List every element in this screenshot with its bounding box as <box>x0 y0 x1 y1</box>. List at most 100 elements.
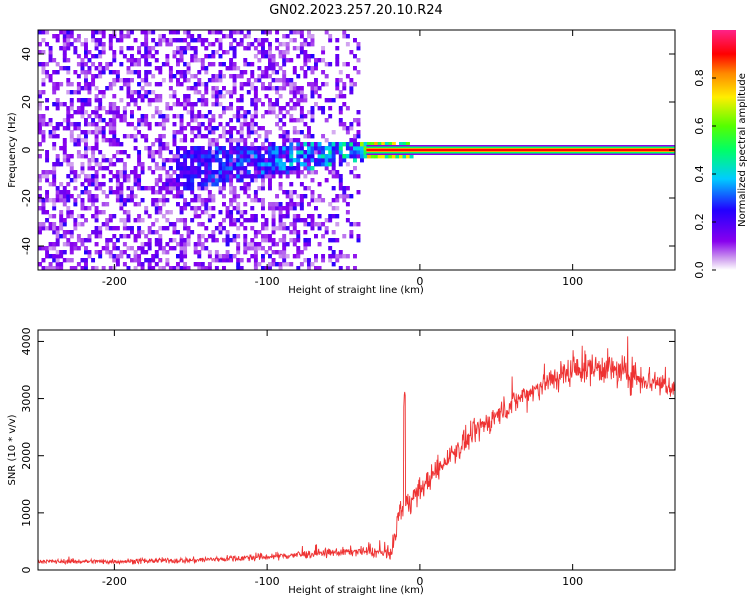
spectrogram-cell <box>246 246 251 251</box>
spectrogram-cell <box>48 134 53 139</box>
spectrogram-cell <box>296 130 301 135</box>
spectrogram-cell <box>76 54 81 59</box>
spectrogram-cell <box>222 238 226 243</box>
spectrogram-cell <box>41 174 46 179</box>
spectrogram-cell <box>130 122 134 127</box>
spectrogram-cell <box>165 258 170 263</box>
spectrogram-cell <box>214 74 219 79</box>
spectrogram-cell <box>292 170 297 175</box>
spectrogram-cell <box>101 42 106 47</box>
spectrogram-cell <box>94 110 99 115</box>
spectrogram-cell <box>119 194 124 199</box>
spectrogram-cell <box>197 114 202 119</box>
spectrogram-cell <box>190 158 195 163</box>
spectrogram-cell <box>48 74 53 79</box>
spectrogram-cell <box>271 174 276 179</box>
spectrogram-cell <box>98 98 103 103</box>
spectrogram-cell <box>158 210 163 215</box>
spectrogram-cell <box>356 122 361 127</box>
spectrogram-cell <box>268 74 272 79</box>
spectrogram-cell <box>222 110 226 115</box>
spectrogram-cell <box>289 58 294 63</box>
spectrogram-cell <box>140 54 145 59</box>
spectrogram-cell <box>119 46 124 51</box>
spectrogram-cell <box>253 266 258 271</box>
spectrogram-cell <box>222 106 226 111</box>
spectrogram-cell <box>321 222 326 227</box>
spectrogram-cell <box>112 50 117 55</box>
spectrogram-cell <box>73 266 78 271</box>
spectrogram-cell <box>264 150 269 155</box>
spectrogram-cell <box>108 38 113 43</box>
spectrogram-cell <box>338 122 343 127</box>
spectrogram-cell <box>122 162 127 167</box>
spectrogram-cell <box>80 198 85 203</box>
spectrogram-cell <box>55 242 60 247</box>
spectrogram-cell <box>292 218 297 223</box>
spectrogram-cell <box>108 86 113 91</box>
spectrogram-cell <box>200 122 205 127</box>
spectrogram-cell <box>253 154 258 159</box>
spectrogram-cell <box>119 98 124 103</box>
spectrogram-cell <box>52 170 57 175</box>
spectrogram-cell <box>250 242 255 247</box>
spectrogram-cell <box>236 218 241 223</box>
spectrogram-cell <box>299 94 304 99</box>
spectrogram-cell <box>250 174 255 179</box>
spectrogram-cell <box>328 214 333 219</box>
spectrogram-cell <box>214 30 219 35</box>
spectrogram-cell <box>204 114 209 119</box>
spectrogram-cell <box>73 246 78 251</box>
spectrogram-cell <box>84 42 88 47</box>
spectrogram-cell <box>186 166 191 171</box>
spectrogram-cell <box>246 186 251 191</box>
spectrogram-cell <box>271 206 276 211</box>
spectrogram-cell <box>229 146 234 151</box>
spectrogram-cell <box>285 166 290 171</box>
spectrogram-cell <box>151 74 156 79</box>
spectrogram-cell <box>137 214 142 219</box>
spectrogram-cell <box>282 54 287 59</box>
spectrogram-cell <box>253 106 258 111</box>
spectrogram-cell <box>161 202 166 207</box>
spectrogram-cell <box>165 146 170 151</box>
spectrogram-cell <box>144 30 149 35</box>
spectrogram-cell <box>94 186 99 191</box>
spectrogram-cell <box>76 38 81 43</box>
spectrogram-cell <box>310 194 315 199</box>
spectrogram-cell <box>161 126 166 131</box>
spectrogram-cell <box>176 62 180 67</box>
spectrogram-cell <box>108 142 113 147</box>
spectrogram-cell <box>108 254 113 259</box>
spectrogram-cell <box>214 158 219 163</box>
spectrogram-cell <box>101 182 106 187</box>
spectrogram-cell <box>328 258 333 263</box>
spectrogram-cell <box>388 154 393 159</box>
spectrogram-cell <box>137 150 142 155</box>
spectrogram-cell <box>282 170 287 175</box>
spectrogram-cell <box>345 142 350 147</box>
spectrogram-cell <box>261 146 265 151</box>
spectrogram-cell <box>62 218 67 223</box>
spectrogram-cell <box>76 98 81 103</box>
spectrogram-cell <box>41 50 46 55</box>
spectrogram-cell <box>214 226 219 231</box>
spectrogram-cell <box>268 46 272 51</box>
snr-line <box>37 336 676 566</box>
spectrogram-cell <box>144 210 149 215</box>
spectrogram-cell <box>204 246 209 251</box>
spectrogram-cell <box>176 254 180 259</box>
spectrogram-cell <box>253 178 258 183</box>
spectrogram-cell <box>94 210 99 215</box>
spectrogram-cell <box>172 178 177 183</box>
spectrogram-cell <box>296 86 301 91</box>
spectrogram-cell <box>261 206 265 211</box>
spectrogram-cell <box>289 162 294 167</box>
spectrogram-cell <box>356 118 361 123</box>
spectrogram-cell <box>314 102 318 107</box>
spectrogram-cell <box>200 262 205 267</box>
spectrogram-cell <box>250 214 255 219</box>
spectrogram-cell <box>229 138 234 143</box>
spectrogram-cell <box>218 30 223 35</box>
spectrogram-cell <box>229 42 234 47</box>
